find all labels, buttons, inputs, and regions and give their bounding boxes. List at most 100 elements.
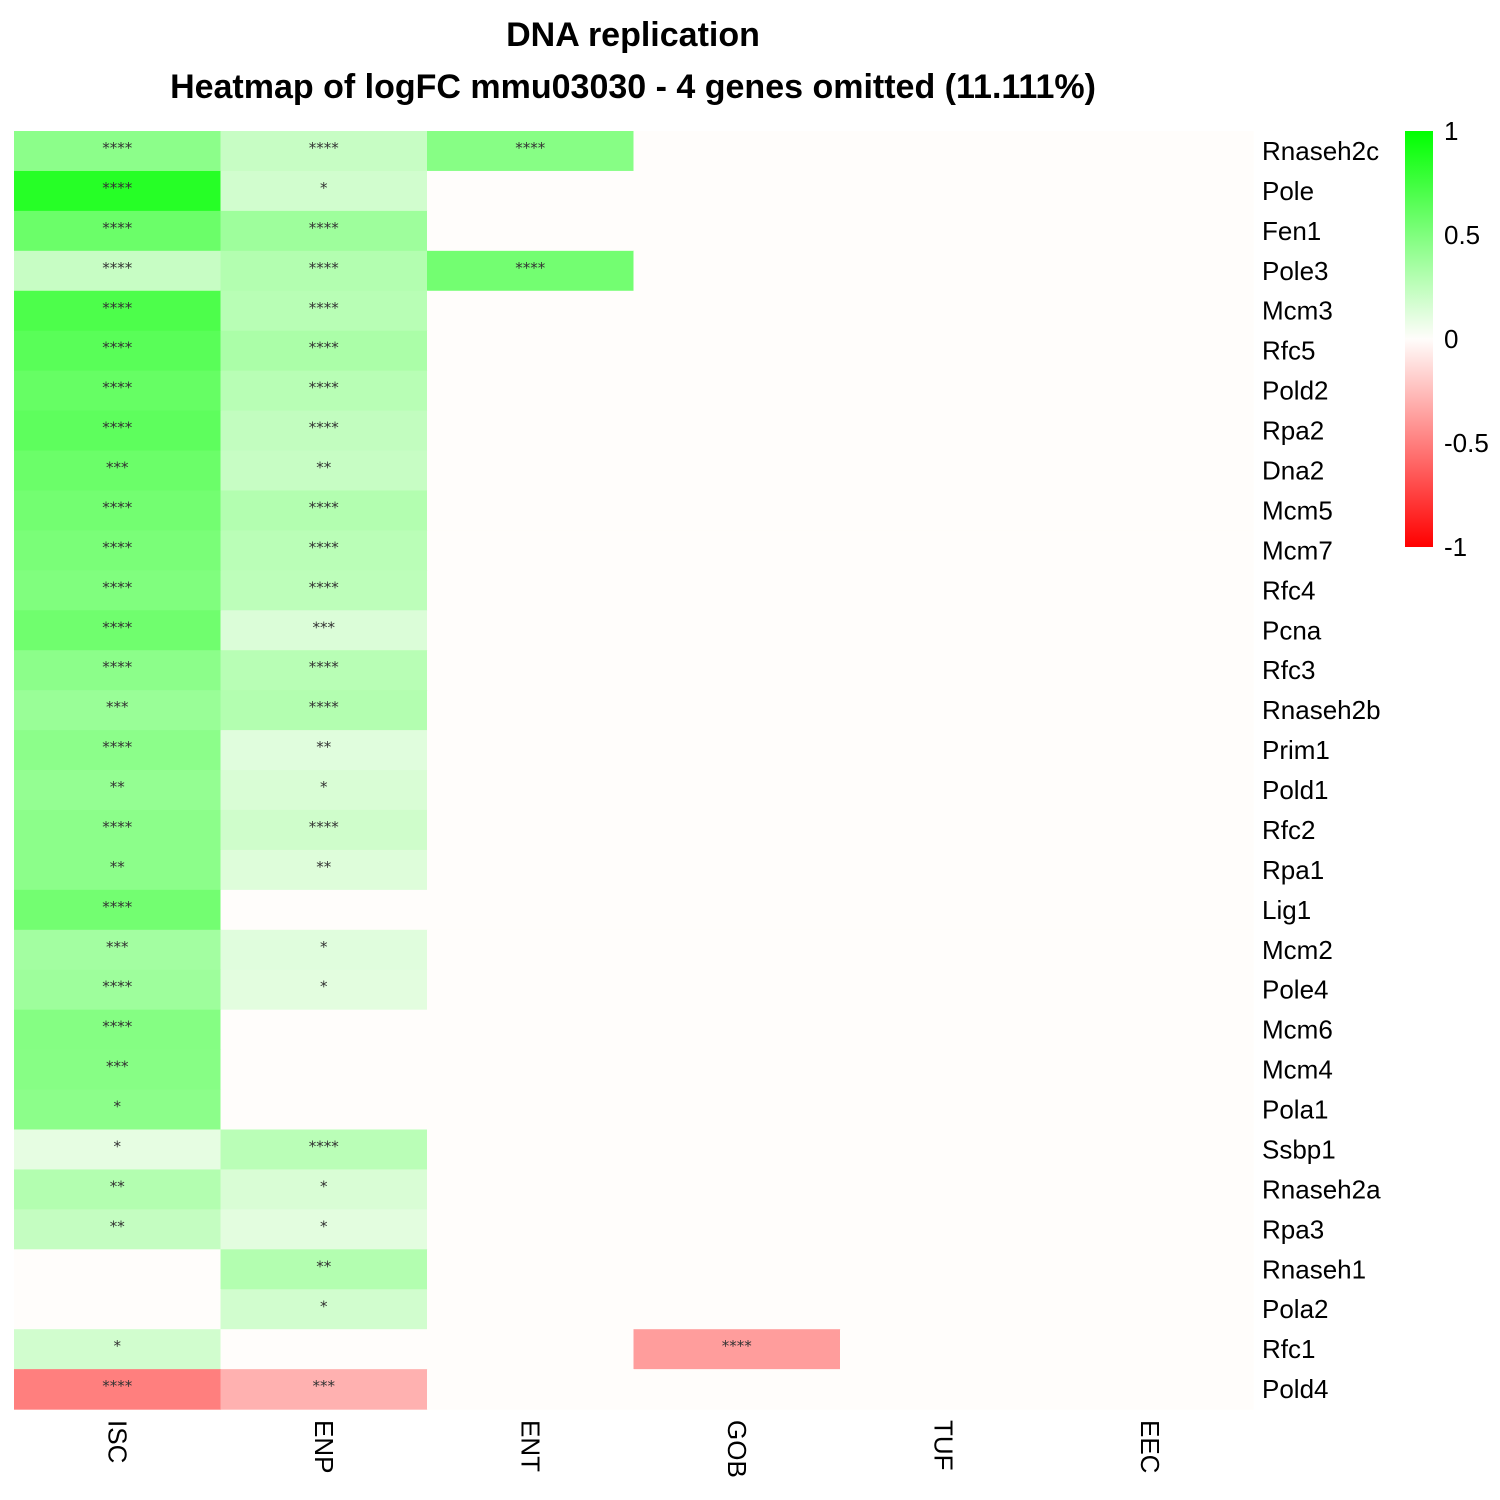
heatmap-cell [14,570,222,611]
heatmap-cell [427,1129,635,1171]
heatmap-cell [220,530,428,571]
row-label: Fen1 [1262,216,1321,246]
heatmap-cell [633,1249,841,1290]
heatmap-cell [1046,889,1254,931]
heatmap-cell [220,131,428,172]
heatmap-cell [1046,1129,1254,1171]
significance-label: **** [309,219,340,237]
significance-label: **** [309,299,340,317]
heatmap-cell [427,330,635,372]
heatmap-cell [220,570,428,611]
heatmap-cell [427,610,635,651]
heatmap-cell [14,1049,222,1091]
chart-title: DNA replication [506,16,760,54]
heatmap-cell [633,690,841,731]
heatmap-cell [14,650,222,691]
heatmap-cell [14,770,222,811]
heatmap-cell [220,1209,428,1250]
column-label: ENP [309,1420,339,1473]
heatmap-cell [840,809,1048,851]
heatmap-cell [840,450,1048,492]
heatmap-cell [427,690,635,731]
heatmap-cell [840,410,1048,452]
heatmap-cell [220,889,428,931]
heatmap-cell [633,210,841,252]
significance-label: **** [102,1377,133,1395]
heatmap-cell [427,1049,635,1091]
heatmap-cell [427,170,635,212]
heatmap-cell [220,250,428,292]
heatmap-cell [14,250,222,292]
significance-label: **** [309,1138,340,1156]
heatmap-cell [220,849,428,891]
column-label: TUF [928,1420,958,1471]
heatmap-cell [633,530,841,571]
row-label: Rfc2 [1262,815,1315,845]
significance-label: **** [515,139,546,157]
significance-label: **** [309,498,340,516]
heatmap-cell [427,889,635,931]
heatmap-cell [427,730,635,771]
heatmap-cell [220,929,428,971]
significance-label: **** [102,738,133,756]
column-label: ENT [515,1420,545,1472]
heatmap-cell [14,889,222,931]
heatmap-cell [633,1009,841,1051]
heatmap-cell [840,210,1048,252]
heatmap-cell [1046,1329,1254,1370]
heatmap-cell [427,290,635,332]
heatmap-cell [633,290,841,332]
significance-label: **** [309,538,340,556]
significance-label: **** [102,978,133,996]
heatmap-cell [220,1369,428,1410]
heatmap-cell [220,1129,428,1171]
row-label: Pold2 [1262,376,1329,406]
significance-label: **** [102,139,133,157]
heatmap-cell [427,1249,635,1290]
heatmap-cell [14,131,222,172]
heatmap-cell [1046,929,1254,971]
heatmap-cell [220,969,428,1011]
row-label: Mcm4 [1262,1055,1333,1085]
heatmap-cell [220,490,428,531]
heatmap-cell [840,889,1048,931]
significance-label: * [114,1098,122,1116]
heatmap-cell [1046,570,1254,611]
heatmap-cell [1046,690,1254,731]
heatmap-cell [220,290,428,332]
heatmap-cell [840,770,1048,811]
significance-label: **** [309,259,340,277]
heatmap-cell [1046,370,1254,412]
heatmap-cell [427,450,635,492]
significance-label: **** [102,379,133,397]
significance-label: * [320,938,328,956]
column-labels: ISC ENP ENT GOB TUF EEC [102,1420,1165,1478]
column-label: GOB [722,1420,752,1478]
heatmap-cell [427,1089,635,1131]
heatmap-cell [14,490,222,531]
heatmap-cell [633,1369,841,1410]
row-label: Lig1 [1262,895,1311,925]
heatmap-cell [220,690,428,731]
significance-label: **** [102,538,133,556]
heatmap-cell [633,1049,841,1091]
heatmap-cell [840,1009,1048,1051]
heatmap-cell [840,290,1048,332]
heatmap-cell [1046,849,1254,891]
heatmap-cell [427,250,635,292]
heatmap-cell [633,1089,841,1131]
heatmap-cell [14,1289,222,1330]
heatmap-cell [633,450,841,492]
heatmap-cell [633,570,841,611]
heatmap-cell [1046,410,1254,452]
significance-label: **** [102,618,133,636]
heatmap-cell [1046,1369,1254,1410]
significance-label: **** [309,698,340,716]
row-label: Rnaseh1 [1262,1254,1366,1284]
heatmap-cell [427,131,635,172]
heatmap-cell [840,1289,1048,1330]
heatmap-cell [1046,730,1254,771]
significance-label: **** [102,498,133,516]
heatmap-cell [427,929,635,971]
significance-label: **** [102,658,133,676]
